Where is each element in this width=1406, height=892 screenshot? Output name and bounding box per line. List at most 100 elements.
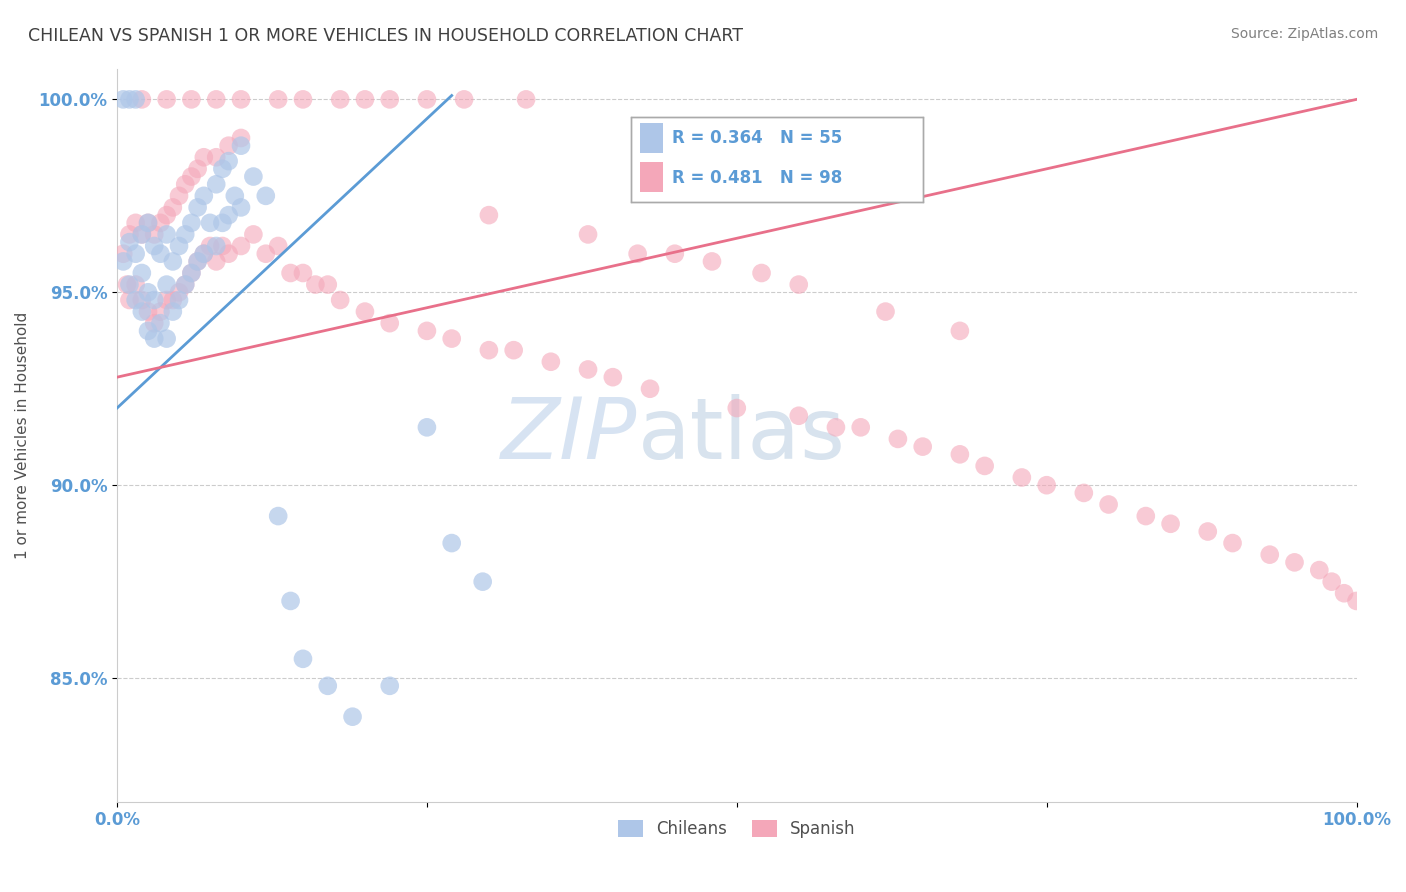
Point [849, 420, 872, 434]
Point [291, 652, 314, 666]
Point [242, 227, 264, 242]
Point [218, 208, 240, 222]
Point [316, 679, 339, 693]
Point [440, 332, 463, 346]
Point [124, 293, 146, 307]
Text: CHILEAN VS SPANISH 1 OR MORE VEHICLES IN HOUSEHOLD CORRELATION CHART: CHILEAN VS SPANISH 1 OR MORE VEHICLES IN… [28, 27, 744, 45]
Point [416, 92, 439, 106]
Point [205, 150, 228, 164]
Point [229, 239, 252, 253]
Point [751, 266, 773, 280]
Point [143, 227, 166, 242]
Point [193, 246, 215, 260]
Point [112, 254, 135, 268]
Point [700, 254, 723, 268]
Point [1320, 574, 1343, 589]
Point [229, 92, 252, 106]
Point [329, 293, 352, 307]
Point [180, 266, 202, 280]
Point [211, 161, 233, 176]
Point [180, 169, 202, 184]
Point [156, 293, 179, 307]
Point [576, 362, 599, 376]
Point [1258, 548, 1281, 562]
Point [378, 679, 401, 693]
Point [124, 216, 146, 230]
Point [162, 304, 184, 318]
Legend: Chileans, Spanish: Chileans, Spanish [612, 813, 862, 845]
Point [218, 246, 240, 260]
Point [187, 201, 209, 215]
Point [131, 266, 153, 280]
Point [180, 266, 202, 280]
Point [280, 594, 302, 608]
Point [1197, 524, 1219, 539]
Point [416, 420, 439, 434]
Point [180, 92, 202, 106]
Point [218, 154, 240, 169]
Point [187, 161, 209, 176]
Point [602, 370, 624, 384]
Point [211, 216, 233, 230]
Point [156, 227, 179, 242]
Text: atlas: atlas [638, 393, 845, 476]
Point [143, 332, 166, 346]
Point [149, 316, 172, 330]
Point [342, 709, 364, 723]
Point [576, 227, 599, 242]
Point [1097, 498, 1119, 512]
Point [131, 92, 153, 106]
Point [205, 178, 228, 192]
Point [1011, 470, 1033, 484]
Point [502, 343, 524, 358]
Point [1135, 509, 1157, 524]
Point [354, 304, 377, 318]
Point [242, 169, 264, 184]
Point [136, 216, 159, 230]
Point [167, 239, 190, 253]
Point [131, 227, 153, 242]
Point [118, 235, 141, 249]
Point [911, 440, 934, 454]
Point [205, 239, 228, 253]
Point [416, 324, 439, 338]
Point [664, 246, 686, 260]
Point [167, 285, 190, 300]
Point [156, 332, 179, 346]
Point [118, 92, 141, 106]
Point [229, 138, 252, 153]
Point [167, 293, 190, 307]
Point [136, 324, 159, 338]
Point [949, 324, 972, 338]
Point [198, 239, 221, 253]
Point [162, 254, 184, 268]
Point [193, 150, 215, 164]
Point [1308, 563, 1330, 577]
Text: ZIP: ZIP [502, 393, 638, 476]
Point [193, 246, 215, 260]
Point [131, 293, 153, 307]
Point [316, 277, 339, 292]
Point [118, 293, 141, 307]
Point [329, 92, 352, 106]
Point [162, 201, 184, 215]
Point [440, 536, 463, 550]
Point [378, 92, 401, 106]
Point [973, 458, 995, 473]
Point [453, 92, 475, 106]
Point [267, 92, 290, 106]
Point [115, 277, 138, 292]
Point [136, 216, 159, 230]
Point [143, 316, 166, 330]
Y-axis label: 1 or more Vehicles in Household: 1 or more Vehicles in Household [15, 311, 30, 558]
Point [124, 92, 146, 106]
Point [205, 92, 228, 106]
Point [136, 285, 159, 300]
Point [131, 304, 153, 318]
Point [149, 304, 172, 318]
Point [515, 92, 537, 106]
Point [267, 239, 290, 253]
Point [254, 189, 277, 203]
Point [143, 239, 166, 253]
Point [887, 432, 910, 446]
